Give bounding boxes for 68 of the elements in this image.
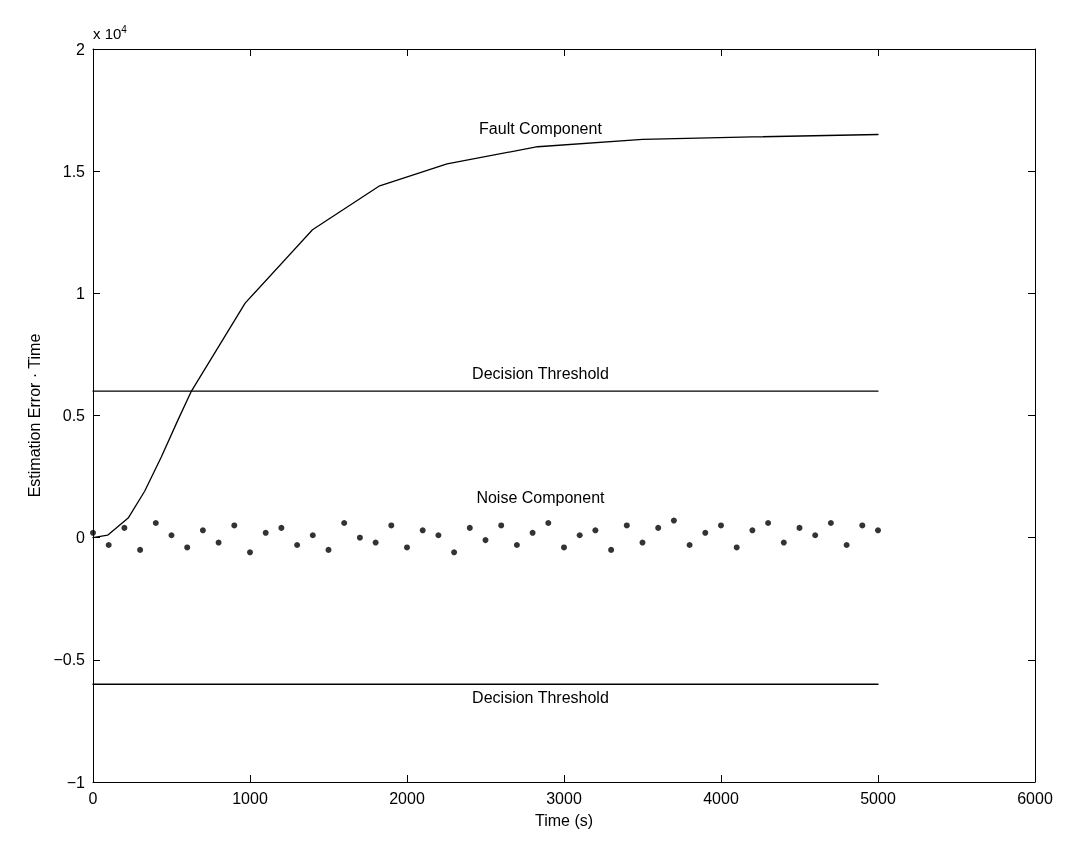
point (623, 522, 630, 529)
point (121, 524, 128, 531)
point (513, 542, 520, 548)
y-tick-label: −1 (66, 773, 86, 791)
point (812, 532, 819, 539)
point (137, 546, 144, 553)
series-label: Decision Threshold (472, 688, 609, 706)
point (105, 542, 112, 548)
point (561, 544, 567, 551)
point (718, 522, 724, 529)
point (435, 532, 442, 539)
point (592, 527, 599, 534)
point (702, 529, 709, 536)
x-tick-label: 4000 (703, 789, 739, 807)
y-tick-label: −0.5 (53, 651, 86, 669)
point (498, 522, 505, 529)
x-tick-label: 6000 (1017, 789, 1053, 807)
point (576, 532, 583, 539)
point (466, 524, 473, 531)
point (341, 520, 348, 527)
series-label: Decision Threshold (472, 364, 609, 382)
point (733, 544, 740, 551)
point (827, 520, 834, 527)
point (765, 520, 772, 527)
y-tick-label: 1.5 (62, 162, 86, 180)
x-tick-label: 5000 (860, 789, 896, 807)
point (419, 527, 426, 534)
point (404, 544, 410, 551)
y-tick-label: 2 (76, 40, 86, 58)
point (608, 546, 615, 553)
point (90, 529, 96, 536)
point (262, 529, 269, 536)
point (184, 544, 191, 551)
point (278, 524, 285, 531)
point (215, 539, 222, 546)
series-label: Fault Component (479, 120, 603, 138)
series-label: Noise Component (476, 489, 606, 507)
point (655, 524, 662, 531)
y-tick-label: 0.5 (62, 407, 86, 424)
x-tick-label: 3000 (546, 789, 582, 807)
point (309, 532, 316, 539)
point (451, 549, 458, 556)
point (482, 537, 489, 544)
point (294, 542, 301, 548)
point (168, 532, 175, 539)
x-tick-label: 1000 (232, 789, 268, 807)
x-tick-label: 2000 (389, 789, 425, 807)
point (325, 546, 332, 553)
point (372, 539, 379, 546)
point (796, 524, 803, 531)
point (686, 542, 693, 548)
x-tick-label: 0 (88, 789, 98, 807)
point (875, 527, 881, 534)
point (639, 539, 646, 546)
point (356, 534, 363, 541)
point (670, 517, 677, 524)
point (529, 529, 536, 536)
point (545, 520, 552, 527)
point (247, 549, 253, 556)
y-tick-label: 1 (76, 284, 86, 302)
y-axis-title: Estimation Error · Time (26, 333, 44, 498)
point (843, 542, 850, 548)
y-tick-label: 0 (76, 529, 86, 547)
x-axis-title: Time (s) (534, 811, 594, 829)
point (152, 520, 159, 527)
point (199, 527, 206, 534)
point (749, 527, 756, 534)
point (780, 539, 787, 546)
